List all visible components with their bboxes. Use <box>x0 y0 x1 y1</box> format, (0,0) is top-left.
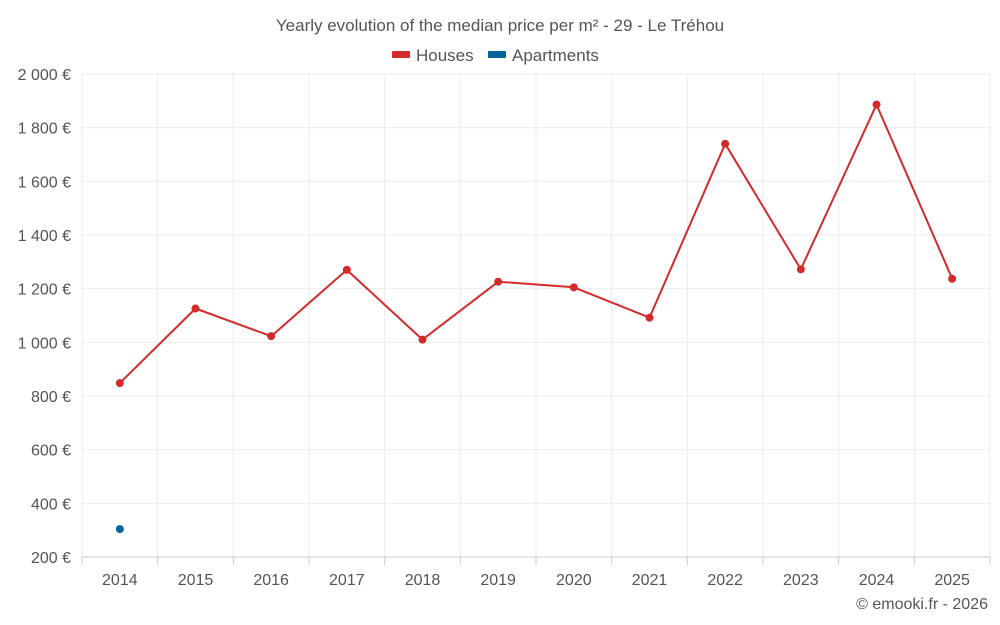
x-tick-label: 2019 <box>480 572 516 589</box>
y-tick-label: 1 800 € <box>18 121 71 138</box>
y-tick-label: 2 000 € <box>18 67 71 84</box>
y-tick-label: 400 € <box>31 496 71 513</box>
legend-item-houses[interactable]: Houses <box>392 46 474 65</box>
x-tick-label: 2015 <box>178 572 214 589</box>
y-tick-label: 800 € <box>31 389 71 406</box>
x-tick-label: 2014 <box>102 572 138 589</box>
y-tick-label: 1 600 € <box>18 174 71 191</box>
data-point-houses[interactable] <box>721 139 730 148</box>
legend-label-apartments: Apartments <box>512 46 599 65</box>
data-point-houses[interactable] <box>569 283 578 292</box>
data-point-houses[interactable] <box>115 379 124 388</box>
data-point-houses[interactable] <box>342 265 351 274</box>
chart-title: Yearly evolution of the median price per… <box>276 16 724 35</box>
legend: Houses Apartments <box>392 46 599 65</box>
series <box>115 100 957 534</box>
y-tick-label: 600 € <box>31 443 71 460</box>
y-tick-label: 200 € <box>31 550 71 567</box>
x-tick-label: 2021 <box>632 572 668 589</box>
x-tick-label: 2022 <box>707 572 743 589</box>
legend-label-houses: Houses <box>416 46 474 65</box>
data-point-houses[interactable] <box>267 332 276 341</box>
data-point-apartments[interactable] <box>115 525 124 534</box>
data-point-houses[interactable] <box>948 274 957 283</box>
data-point-houses[interactable] <box>872 100 881 109</box>
x-tick-label: 2024 <box>859 572 895 589</box>
legend-swatch-houses <box>392 51 410 58</box>
legend-item-apartments[interactable]: Apartments <box>488 46 599 65</box>
y-tick-label: 1 200 € <box>18 282 71 299</box>
legend-swatch-apartments <box>488 51 506 58</box>
y-tick-label: 1 000 € <box>18 335 71 352</box>
x-tick-label: 2018 <box>405 572 441 589</box>
data-point-houses[interactable] <box>418 335 427 344</box>
x-tick-label: 2025 <box>934 572 970 589</box>
x-tick-label: 2020 <box>556 572 592 589</box>
gridlines <box>81 73 991 557</box>
x-tick-label: 2017 <box>329 572 365 589</box>
y-tick-label: 1 400 € <box>18 228 71 245</box>
data-point-houses[interactable] <box>191 304 200 313</box>
credit-text: © emooki.fr - 2026 <box>856 596 988 613</box>
x-tick-label: 2016 <box>253 572 289 589</box>
data-point-houses[interactable] <box>645 313 654 322</box>
series-line-houses <box>119 103 954 384</box>
x-tick-label: 2023 <box>783 572 819 589</box>
axes: 200 € 400 € 600 € 800 € 1 000 € 1 200 € 1 400 … <box>18 67 991 589</box>
data-point-houses[interactable] <box>494 277 503 286</box>
data-point-houses[interactable] <box>796 265 805 274</box>
